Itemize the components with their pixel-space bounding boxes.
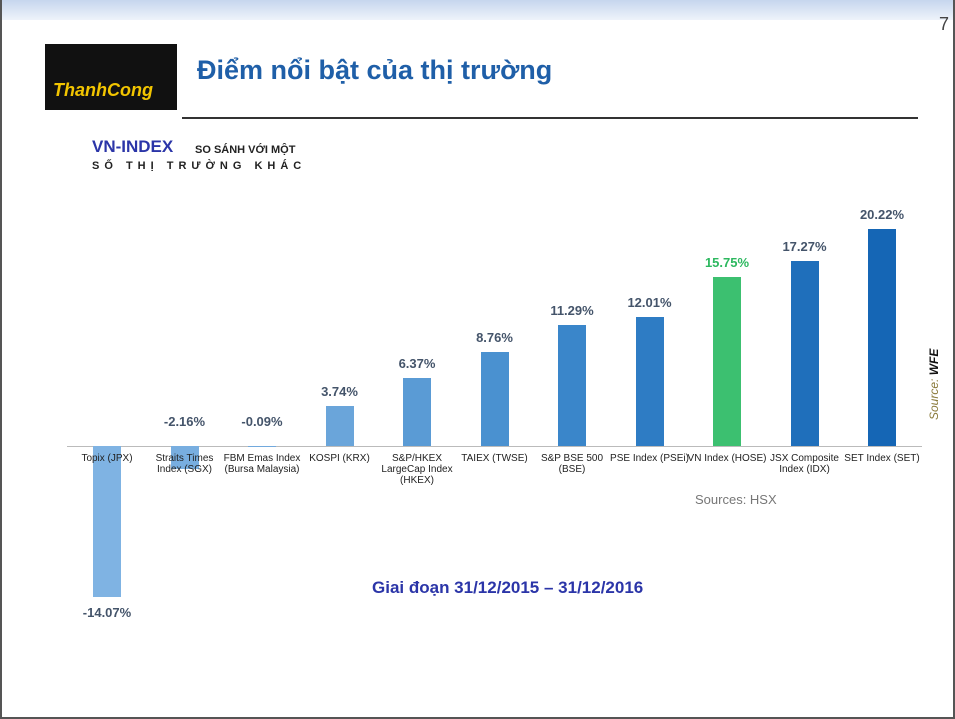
category-label: Straits Times Index (SGX) <box>155 453 214 475</box>
bar <box>713 276 741 446</box>
value-label: -14.07% <box>82 605 132 620</box>
category-label: S&P BSE 500 (BSE) <box>540 453 604 475</box>
baseline <box>67 446 922 447</box>
bar <box>248 446 276 447</box>
value-label: 6.37% <box>398 355 436 371</box>
top-band <box>2 0 953 20</box>
value-label: 17.27% <box>782 238 827 254</box>
category-label: FBM Emas Index (Bursa Malaysia) <box>223 453 301 475</box>
bar <box>635 317 664 446</box>
subtitle: SỐ THỊ TRƯỜNG KHÁC <box>92 160 307 172</box>
bar <box>480 351 509 446</box>
title: Điểm nổi bật của thị trường <box>197 55 553 85</box>
value-label: -0.09% <box>241 414 283 429</box>
bar <box>325 405 354 446</box>
category-label: Topix (JPX) <box>81 453 133 464</box>
subtitle: VN-INDEX <box>92 137 174 156</box>
source-value: WFE <box>927 348 941 376</box>
value-label: 15.75% <box>704 254 750 270</box>
category-label: PSE Index (PSEi) <box>610 453 689 464</box>
value-label: 8.76% <box>476 329 513 345</box>
logo: ThanhCong <box>45 44 177 110</box>
value-label: 11.29% <box>550 302 594 318</box>
title-rule <box>182 117 918 119</box>
page-number: 7 <box>938 14 949 34</box>
category-label: TAIEX (TWSE) <box>461 453 528 464</box>
value-label: 3.74% <box>321 383 358 399</box>
subtitle: SO SÁNH VỚI MỘT <box>195 144 296 156</box>
value-label: -2.16% <box>163 414 206 429</box>
logo-text: ThanhCong <box>53 80 153 100</box>
source-note: Source: WFE <box>927 349 941 420</box>
bar <box>790 260 819 446</box>
value-label: 20.22% <box>859 207 905 222</box>
category-label: SET Index (SET) <box>844 453 920 464</box>
bar <box>558 324 586 446</box>
category-label: S&P/HKEX LargeCap Index (HKEX) <box>381 453 453 486</box>
bar <box>93 446 121 597</box>
bar <box>170 446 199 470</box>
category-label: KOSPI (KRX) <box>309 453 370 464</box>
annotation: Sources: HSX <box>695 492 777 507</box>
value-label: 12.01% <box>627 295 672 311</box>
category-label: VN Index (HOSE) <box>687 453 767 464</box>
bar <box>403 377 431 446</box>
source-label: Source: <box>927 378 941 420</box>
period: Giai đoạn 31/12/2015 – 31/12/2016 <box>372 578 644 597</box>
category-label: JSX Composite Index (IDX) <box>770 453 839 475</box>
bar <box>868 229 896 446</box>
